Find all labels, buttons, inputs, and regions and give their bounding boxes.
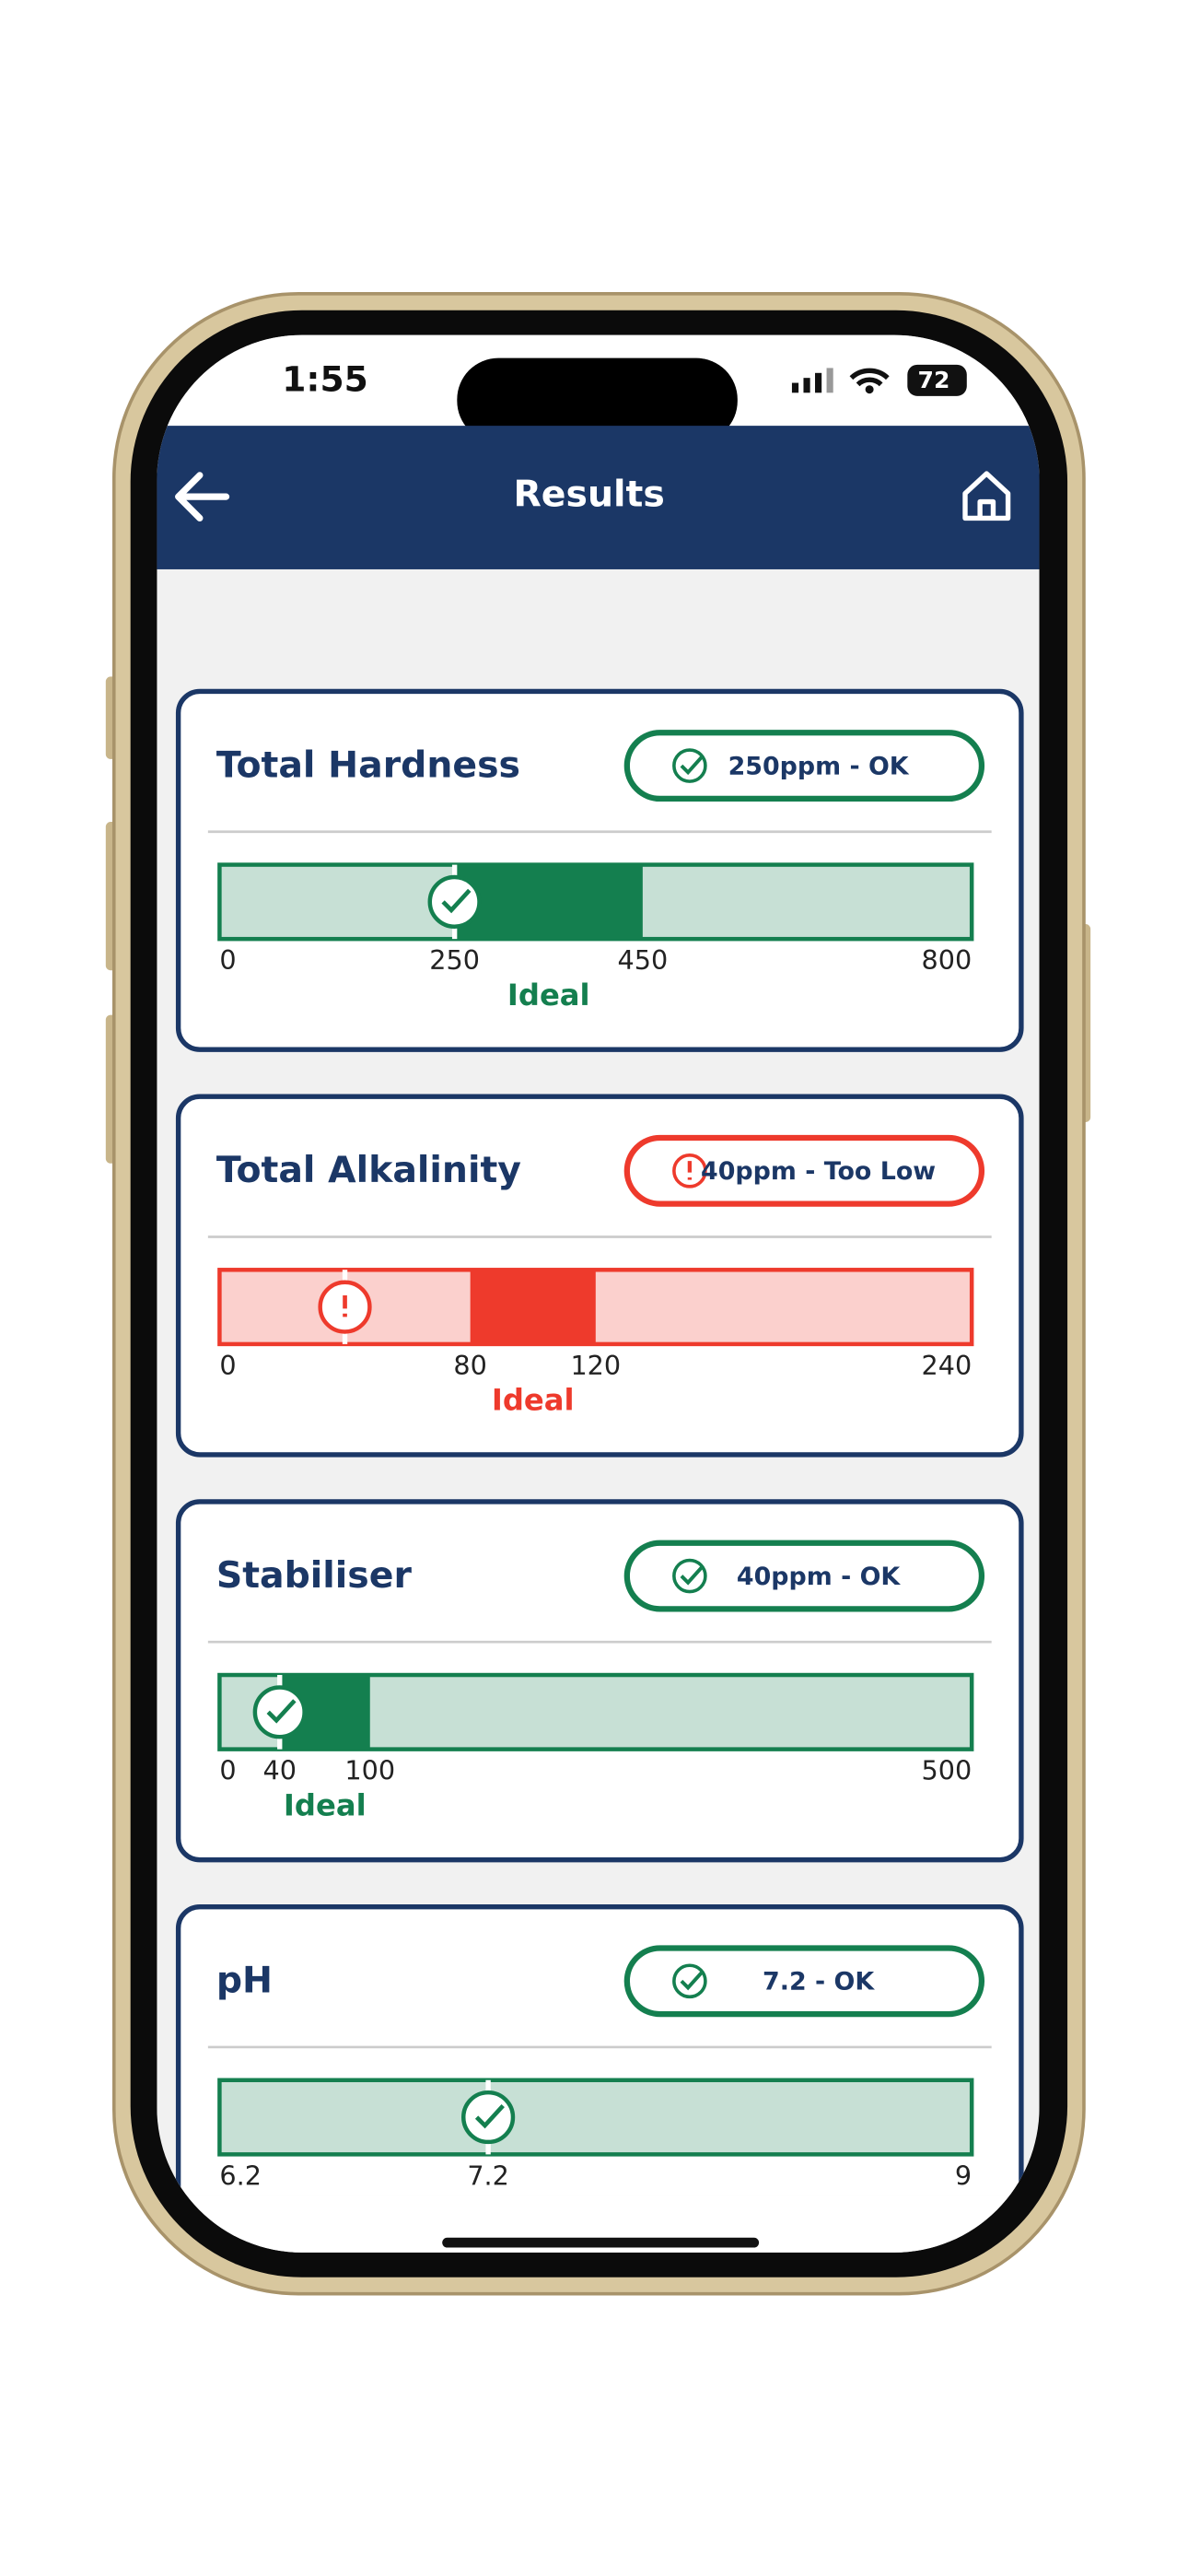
tick-label: 40 <box>263 1755 297 1786</box>
header <box>157 426 1040 569</box>
tick-label: 100 <box>344 1755 395 1786</box>
value-marker <box>461 2090 516 2145</box>
tick-label: 0 <box>219 1350 236 1381</box>
screen: 1:55 72 Results Total Hardness 250ppm - O… <box>157 334 1040 2253</box>
battery-icon <box>907 364 967 396</box>
tick-label: 0 <box>219 1755 236 1786</box>
status-badge <box>623 1540 985 1612</box>
badge-icon <box>672 1558 707 1594</box>
tick-label: 6.2 <box>219 2160 262 2191</box>
tick-label: 250 <box>429 944 480 976</box>
badge-text: 40ppm - OK <box>737 1563 902 1591</box>
value-marker <box>252 1685 307 1739</box>
badge-check <box>680 1970 705 1991</box>
status-badge <box>623 730 985 802</box>
wifi-icon <box>849 368 890 387</box>
badge-text: 40ppm - Too Low <box>701 1157 936 1186</box>
card-title: Total Hardness <box>216 744 520 786</box>
badge-text: 7.2 - OK <box>763 1968 875 1996</box>
marker-check <box>474 2103 505 2129</box>
home-indicator <box>442 2237 760 2248</box>
tick-label: 450 <box>618 944 669 976</box>
tick-label: 240 <box>922 1350 973 1381</box>
badge-icon <box>672 748 707 783</box>
header-title: Results <box>513 474 664 516</box>
badge-icon <box>672 1153 707 1188</box>
badge-check <box>680 755 705 776</box>
tick-label: 800 <box>922 944 973 976</box>
status-badge <box>623 1134 985 1207</box>
value-marker <box>427 874 482 929</box>
range-bar <box>217 2078 974 2157</box>
marker-check <box>266 1699 297 1724</box>
card-title: pH <box>216 1960 273 2002</box>
wifi-dot <box>865 385 874 394</box>
ideal-label: Ideal <box>492 1383 575 1418</box>
status-badge <box>623 1945 985 2018</box>
badge-icon <box>672 1963 707 1999</box>
back-button[interactable] <box>175 472 230 522</box>
ideal-range <box>470 1270 596 1344</box>
home-button[interactable] <box>962 471 1011 521</box>
marker-check <box>441 888 472 914</box>
tick-label: 500 <box>922 1755 973 1786</box>
ideal-range <box>454 864 643 940</box>
tick-label: 120 <box>570 1350 621 1381</box>
tick-label: 0 <box>219 944 236 976</box>
badge-check <box>680 1564 705 1586</box>
badge-text: 250ppm - OK <box>728 752 910 780</box>
card-title: Total Alkalinity <box>216 1149 521 1191</box>
signal-icon <box>791 368 833 393</box>
card-title: Stabiliser <box>216 1554 413 1597</box>
status-time: 1:55 <box>282 358 368 399</box>
tick-label: 7.2 <box>467 2160 509 2191</box>
battery-level: 72 <box>918 367 950 393</box>
tick-label: 80 <box>453 1350 486 1381</box>
tick-label: 9 <box>955 2160 972 2191</box>
dynamic-island <box>457 357 738 443</box>
ideal-label: Ideal <box>507 978 590 1013</box>
ideal-label: Ideal <box>284 1787 367 1822</box>
